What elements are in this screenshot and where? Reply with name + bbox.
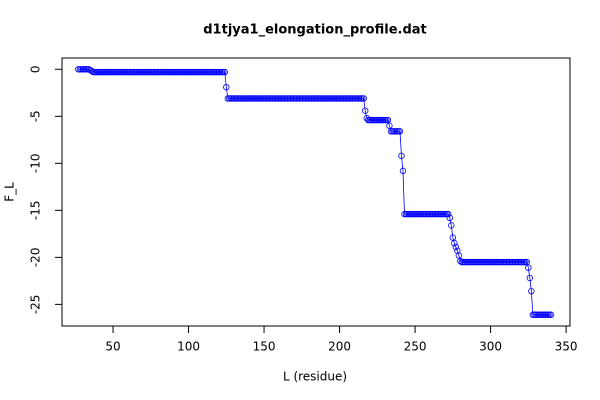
data-point xyxy=(445,210,452,218)
data-point xyxy=(88,67,96,75)
data-point xyxy=(384,116,392,124)
data-point xyxy=(448,222,455,229)
data-point xyxy=(528,288,535,295)
data-point xyxy=(457,257,464,265)
data-point xyxy=(221,68,228,76)
data-point xyxy=(526,274,534,282)
data-point xyxy=(396,128,404,135)
data-point xyxy=(360,95,367,102)
data-point xyxy=(386,122,393,129)
y-tick-label: 0 xyxy=(29,65,43,73)
data-point xyxy=(455,252,463,259)
data-point xyxy=(399,167,407,175)
x-tick-label: 50 xyxy=(105,340,120,354)
data-point xyxy=(454,247,461,254)
y-axis-label: F_L xyxy=(3,182,17,202)
data-line xyxy=(78,68,551,316)
x-axis-label: L (residue) xyxy=(283,370,347,384)
y-tick-label: -10 xyxy=(29,154,43,174)
data-point xyxy=(362,107,369,114)
x-tick-label: 250 xyxy=(404,340,427,354)
data-point xyxy=(449,234,457,241)
y-tick-label: -20 xyxy=(29,248,43,268)
data-point xyxy=(452,243,460,251)
data-point xyxy=(523,258,531,266)
y-tick-label: -25 xyxy=(29,295,43,315)
x-tick-label: 100 xyxy=(177,340,200,354)
y-tick-label: -5 xyxy=(29,110,43,122)
x-tick-label: 300 xyxy=(479,340,502,354)
x-tick-label: 350 xyxy=(555,340,578,354)
data-point xyxy=(547,311,555,318)
data-point xyxy=(223,83,230,91)
data-point xyxy=(398,152,405,159)
chart-title: d1tjya1_elongation_profile.dat xyxy=(203,23,427,38)
data-point xyxy=(525,264,532,271)
x-tick-label: 150 xyxy=(253,340,276,354)
x-tick-label: 200 xyxy=(328,340,351,354)
y-tick-label: -15 xyxy=(29,201,43,221)
data-point xyxy=(451,240,458,247)
data-point xyxy=(446,214,453,222)
